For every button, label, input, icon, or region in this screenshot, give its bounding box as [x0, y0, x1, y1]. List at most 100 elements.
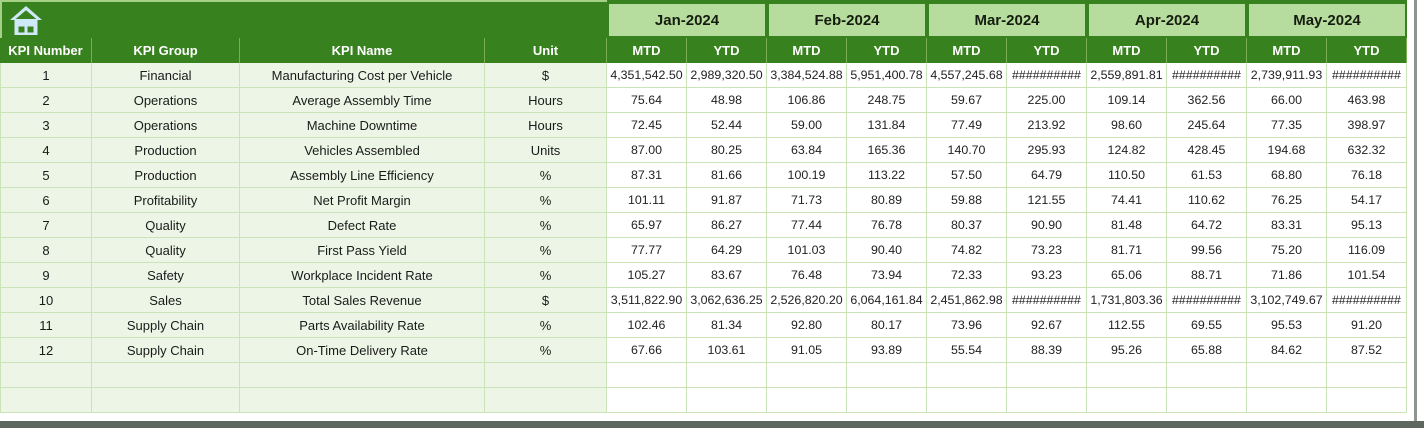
- cell-value-ytd[interactable]: 54.17: [1327, 188, 1407, 213]
- cell-value-ytd[interactable]: 99.56: [1167, 238, 1247, 263]
- cell-value-mtd[interactable]: 87.31: [607, 163, 687, 188]
- cell-value-mtd[interactable]: 77.35: [1247, 113, 1327, 138]
- cell-value-mtd[interactable]: 59.88: [927, 188, 1007, 213]
- cell-kpi-number[interactable]: 7: [0, 213, 92, 238]
- month-header-apr-2024[interactable]: Apr-2024: [1089, 4, 1245, 36]
- cell-kpi-number[interactable]: 12: [0, 338, 92, 363]
- cell-value-mtd[interactable]: 106.86: [767, 88, 847, 113]
- cell-value-mtd[interactable]: 87.00: [607, 138, 687, 163]
- cell-unit[interactable]: %: [485, 163, 607, 188]
- cell-value-ytd[interactable]: ##########: [1327, 288, 1407, 313]
- cell-value-ytd[interactable]: 131.84: [847, 113, 927, 138]
- cell-value-ytd[interactable]: 165.36: [847, 138, 927, 163]
- cell-value-mtd[interactable]: 3,511,822.90: [607, 288, 687, 313]
- cell-value-mtd[interactable]: [607, 363, 687, 388]
- cell-value-mtd[interactable]: 66.00: [1247, 88, 1327, 113]
- header-kpi-name[interactable]: KPI Name: [240, 38, 485, 63]
- cell-value-mtd[interactable]: 102.46: [607, 313, 687, 338]
- cell-value-ytd[interactable]: [1167, 388, 1247, 413]
- cell-unit[interactable]: Hours: [485, 113, 607, 138]
- cell-value-mtd[interactable]: 100.19: [767, 163, 847, 188]
- cell-value-ytd[interactable]: [1007, 363, 1087, 388]
- cell-value-mtd[interactable]: 98.60: [1087, 113, 1167, 138]
- cell-value-mtd[interactable]: 73.96: [927, 313, 1007, 338]
- cell-value-mtd[interactable]: [767, 363, 847, 388]
- cell-value-ytd[interactable]: [687, 363, 767, 388]
- subheader-mtd[interactable]: MTD: [927, 38, 1007, 63]
- cell-kpi-name[interactable]: Assembly Line Efficiency: [240, 163, 485, 188]
- cell-value-ytd[interactable]: 248.75: [847, 88, 927, 113]
- month-header-mar-2024[interactable]: Mar-2024: [929, 4, 1085, 36]
- cell-value-mtd[interactable]: 101.11: [607, 188, 687, 213]
- cell-kpi-number[interactable]: [0, 388, 92, 413]
- cell-value-mtd[interactable]: 81.48: [1087, 213, 1167, 238]
- cell-value-mtd[interactable]: [1247, 388, 1327, 413]
- cell-value-mtd[interactable]: 74.41: [1087, 188, 1167, 213]
- cell-value-mtd[interactable]: 72.45: [607, 113, 687, 138]
- home-icon[interactable]: [9, 5, 43, 36]
- cell-value-ytd[interactable]: ##########: [1007, 63, 1087, 88]
- cell-kpi-group[interactable]: [92, 363, 240, 388]
- subheader-ytd[interactable]: YTD: [687, 38, 767, 63]
- subheader-mtd[interactable]: MTD: [767, 38, 847, 63]
- cell-unit[interactable]: Units: [485, 138, 607, 163]
- cell-value-mtd[interactable]: 112.55: [1087, 313, 1167, 338]
- cell-value-ytd[interactable]: 121.55: [1007, 188, 1087, 213]
- cell-unit[interactable]: %: [485, 188, 607, 213]
- cell-value-ytd[interactable]: 64.79: [1007, 163, 1087, 188]
- cell-value-ytd[interactable]: 225.00: [1007, 88, 1087, 113]
- cell-value-ytd[interactable]: 83.67: [687, 263, 767, 288]
- cell-value-ytd[interactable]: 88.39: [1007, 338, 1087, 363]
- cell-value-ytd[interactable]: 80.25: [687, 138, 767, 163]
- cell-value-mtd[interactable]: 65.97: [607, 213, 687, 238]
- cell-value-ytd[interactable]: 86.27: [687, 213, 767, 238]
- cell-value-mtd[interactable]: 4,557,245.68: [927, 63, 1007, 88]
- cell-value-mtd[interactable]: 76.48: [767, 263, 847, 288]
- cell-kpi-number[interactable]: 1: [0, 63, 92, 88]
- cell-kpi-number[interactable]: 3: [0, 113, 92, 138]
- cell-value-mtd[interactable]: 72.33: [927, 263, 1007, 288]
- cell-value-mtd[interactable]: 59.00: [767, 113, 847, 138]
- cell-kpi-group[interactable]: Safety: [92, 263, 240, 288]
- cell-value-mtd[interactable]: 3,102,749.67: [1247, 288, 1327, 313]
- cell-value-ytd[interactable]: 362.56: [1167, 88, 1247, 113]
- header-unit[interactable]: Unit: [485, 38, 607, 63]
- cell-value-ytd[interactable]: ##########: [1007, 288, 1087, 313]
- cell-value-mtd[interactable]: 57.50: [927, 163, 1007, 188]
- cell-value-ytd[interactable]: 213.92: [1007, 113, 1087, 138]
- cell-value-mtd[interactable]: 124.82: [1087, 138, 1167, 163]
- cell-value-ytd[interactable]: 3,062,636.25: [687, 288, 767, 313]
- subheader-mtd[interactable]: MTD: [1087, 38, 1167, 63]
- cell-kpi-name[interactable]: [240, 363, 485, 388]
- cell-value-ytd[interactable]: 76.18: [1327, 163, 1407, 188]
- cell-value-ytd[interactable]: 398.97: [1327, 113, 1407, 138]
- cell-kpi-name[interactable]: On-Time Delivery Rate: [240, 338, 485, 363]
- cell-kpi-group[interactable]: Quality: [92, 238, 240, 263]
- cell-value-mtd[interactable]: 95.53: [1247, 313, 1327, 338]
- cell-value-ytd[interactable]: [687, 388, 767, 413]
- cell-value-mtd[interactable]: 75.64: [607, 88, 687, 113]
- cell-value-ytd[interactable]: 65.88: [1167, 338, 1247, 363]
- cell-unit[interactable]: %: [485, 213, 607, 238]
- cell-value-ytd[interactable]: 93.89: [847, 338, 927, 363]
- cell-value-ytd[interactable]: 632.32: [1327, 138, 1407, 163]
- cell-value-ytd[interactable]: 463.98: [1327, 88, 1407, 113]
- cell-value-ytd[interactable]: 92.67: [1007, 313, 1087, 338]
- cell-value-ytd[interactable]: [1327, 388, 1407, 413]
- cell-value-mtd[interactable]: 4,351,542.50: [607, 63, 687, 88]
- cell-value-mtd[interactable]: 76.25: [1247, 188, 1327, 213]
- cell-value-mtd[interactable]: 2,739,911.93: [1247, 63, 1327, 88]
- cell-value-ytd[interactable]: [847, 388, 927, 413]
- cell-value-mtd[interactable]: 84.62: [1247, 338, 1327, 363]
- cell-value-mtd[interactable]: 71.86: [1247, 263, 1327, 288]
- cell-value-mtd[interactable]: 92.80: [767, 313, 847, 338]
- cell-kpi-name[interactable]: Total Sales Revenue: [240, 288, 485, 313]
- cell-value-ytd[interactable]: 73.94: [847, 263, 927, 288]
- cell-value-ytd[interactable]: ##########: [1327, 63, 1407, 88]
- cell-value-mtd[interactable]: 74.82: [927, 238, 1007, 263]
- cell-kpi-name[interactable]: Parts Availability Rate: [240, 313, 485, 338]
- cell-value-mtd[interactable]: [1087, 388, 1167, 413]
- cell-value-ytd[interactable]: 5,951,400.78: [847, 63, 927, 88]
- cell-value-ytd[interactable]: 73.23: [1007, 238, 1087, 263]
- cell-kpi-name[interactable]: [240, 388, 485, 413]
